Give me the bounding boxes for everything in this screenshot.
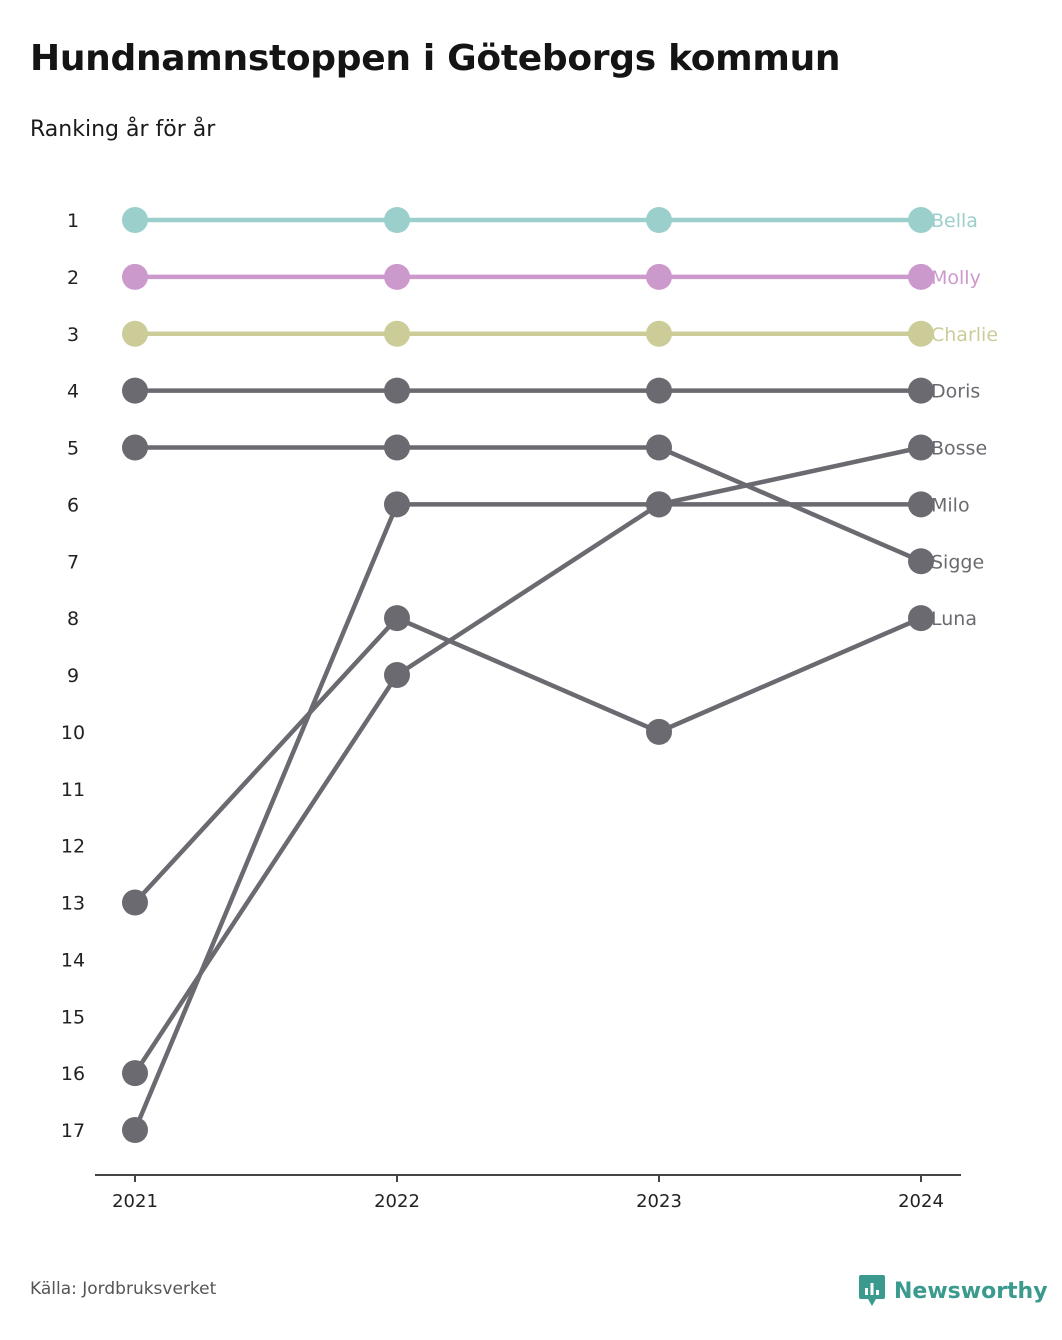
x-tick-label: 2023 <box>636 1191 682 1212</box>
data-point-milo <box>646 491 672 518</box>
series-label-bella: Bella <box>931 210 978 232</box>
data-point-milo <box>122 1117 148 1143</box>
data-point-doris <box>908 377 934 404</box>
series-label-luna: Luna <box>931 608 977 630</box>
y-tick-label: 17 <box>61 1120 85 1142</box>
data-point-luna <box>384 605 410 632</box>
y-tick-label: 3 <box>67 324 79 346</box>
data-point-charlie <box>908 320 934 347</box>
y-tick-label: 10 <box>61 722 85 744</box>
series-label-molly: Molly <box>931 267 981 289</box>
source-note: Källa: Jordbruksverket <box>30 1279 217 1299</box>
series-line-sigge <box>132 445 924 564</box>
data-point-luna <box>908 605 934 632</box>
series-labels: Doris Bosse Milo Sigge Luna Bella Molly Charlie <box>931 210 998 630</box>
data-point-molly <box>384 263 410 290</box>
data-point-doris <box>122 377 148 404</box>
y-tick-label: 1 <box>67 210 79 232</box>
y-tick-label: 8 <box>67 608 79 630</box>
data-point-luna <box>122 889 148 916</box>
y-tick-label: 14 <box>61 949 85 971</box>
brand-logo: Newsworthy <box>858 1274 1048 1308</box>
series-lines <box>132 217 924 1133</box>
y-tick-label: 16 <box>61 1063 85 1085</box>
y-tick-label: 2 <box>67 267 79 289</box>
series-label-sigge: Sigge <box>931 551 984 573</box>
data-point-doris <box>646 377 672 404</box>
data-point-bosse <box>384 662 410 688</box>
data-point-bosse <box>122 1060 148 1087</box>
data-point-bella <box>646 207 672 233</box>
data-point-charlie <box>646 320 672 347</box>
y-tick-label: 4 <box>67 381 79 403</box>
y-tick-label: 6 <box>67 494 79 516</box>
series-line-milo <box>132 502 924 1133</box>
data-point-molly <box>646 263 672 290</box>
data-point-bella <box>908 207 934 233</box>
series-label-milo: Milo <box>931 494 970 516</box>
data-point-molly <box>122 263 148 290</box>
series-line-bosse <box>132 445 924 1076</box>
data-point-bella <box>122 207 148 233</box>
data-point-milo <box>908 491 934 518</box>
y-tick-label: 5 <box>67 438 79 460</box>
chart-title: Hundnamnstoppen i Göteborgs kommun <box>30 38 841 79</box>
series-label-doris: Doris <box>931 381 980 403</box>
data-point-bosse <box>908 434 934 461</box>
data-point-sigge <box>122 434 148 461</box>
data-point-sigge <box>908 548 934 575</box>
x-tick-label: 2022 <box>374 1191 420 1212</box>
x-tick-label: 2021 <box>112 1191 158 1212</box>
data-point-milo <box>384 491 410 518</box>
series-line-luna <box>132 615 924 905</box>
x-axis: 2021 2022 2023 2024 <box>95 1174 961 1212</box>
data-point-doris <box>384 377 410 404</box>
y-tick-label: 7 <box>67 551 79 573</box>
y-tick-label: 11 <box>61 779 85 801</box>
series-label-bosse: Bosse <box>931 438 987 460</box>
data-point-charlie <box>122 320 148 347</box>
series-points <box>122 207 934 1143</box>
brand-name: Newsworthy <box>894 1278 1048 1304</box>
y-tick-label: 9 <box>67 665 79 687</box>
newsworthy-logo-icon <box>859 1275 885 1306</box>
y-tick-label: 15 <box>61 1006 85 1028</box>
data-point-luna <box>646 718 672 745</box>
y-tick-label: 12 <box>61 836 85 858</box>
series-label-charlie: Charlie <box>931 324 998 346</box>
x-tick-label: 2024 <box>898 1191 944 1212</box>
data-point-sigge <box>646 434 672 461</box>
data-point-charlie <box>384 320 410 347</box>
data-point-molly <box>908 263 934 290</box>
y-tick-label: 13 <box>61 893 85 915</box>
chart-subtitle: Ranking år för år <box>30 117 216 142</box>
data-point-sigge <box>384 434 410 461</box>
data-point-bella <box>384 207 410 233</box>
